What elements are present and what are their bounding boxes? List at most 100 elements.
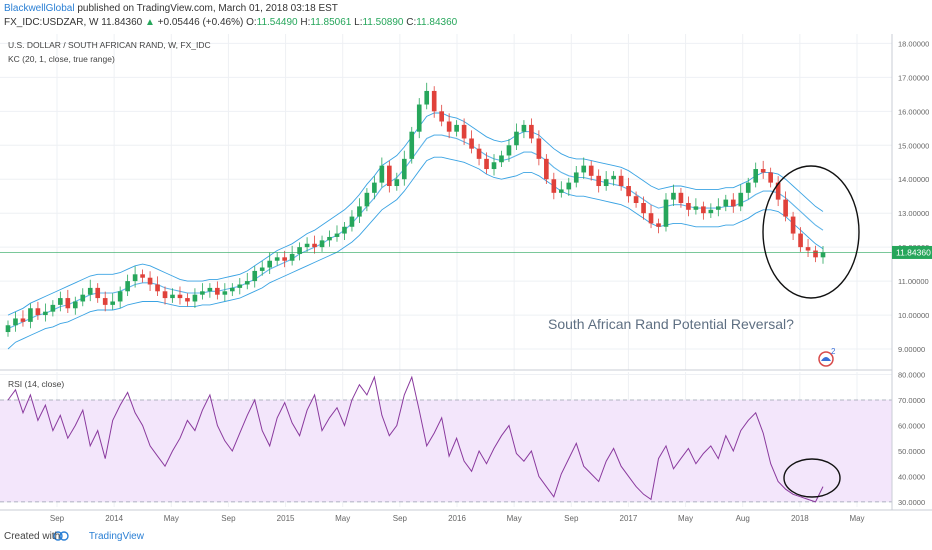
candle-body (379, 165, 385, 183)
ohlc-line: FX_IDC:USDZAR, W 11.84360 ▲ +0.05446 (+0… (4, 17, 457, 28)
candle-body (626, 186, 631, 197)
time-tick-label: May (849, 514, 864, 523)
candle-body (678, 192, 684, 203)
candle-body (439, 111, 444, 122)
symbol-label[interactable]: FX_IDC:USDZAR, W (4, 17, 99, 28)
candle-body (35, 308, 41, 316)
candle-body (820, 252, 826, 258)
candle-body (207, 287, 213, 292)
close-label: C: (406, 17, 417, 28)
high-label: H: (300, 17, 311, 28)
reversal-circle (762, 165, 860, 299)
candle-body (551, 179, 557, 193)
candle-body (790, 216, 796, 234)
candle-body (170, 294, 175, 299)
rsi-bounds (0, 399, 892, 503)
candle-body (259, 267, 265, 271)
candle-body (544, 158, 549, 180)
candle-body (536, 138, 542, 159)
candle-body (162, 291, 168, 299)
time-tick-label: May (164, 514, 179, 523)
candle-body (237, 284, 243, 288)
time-tick-label: Sep (50, 514, 65, 523)
candle-body (416, 104, 422, 132)
candle-body (43, 311, 48, 316)
candle-body (783, 199, 788, 217)
candle-body (656, 223, 661, 227)
change-value: +0.05446 (+0.46%) (157, 17, 244, 28)
price-tick-label: 10.00000 (898, 311, 929, 320)
candle-body (282, 257, 287, 261)
candle-body (244, 281, 250, 285)
candle-body (611, 175, 616, 180)
candles (5, 82, 826, 337)
rsi-tick-label: 60.0000 (898, 421, 925, 430)
price-tick-label: 13.00000 (898, 209, 929, 218)
candle-body (364, 192, 370, 207)
candle-body (215, 287, 220, 295)
candle-body (117, 291, 123, 302)
candle-body (80, 294, 86, 302)
time-tick-label: May (507, 514, 522, 523)
rsi-line (7, 375, 824, 503)
candle-body (177, 294, 183, 299)
time-tick-label: Sep (393, 514, 408, 523)
candle-body (738, 192, 744, 207)
events-icon[interactable]: 2 (818, 347, 836, 367)
price-tick-label: 16.00000 (898, 107, 929, 116)
kc-label[interactable]: KC (20, 1, close, true range) (8, 54, 115, 64)
candle-body (603, 179, 609, 187)
author-link[interactable]: BlackwellGlobal (4, 3, 75, 14)
price-tag-text: 11.84360 (896, 247, 931, 257)
candle-body (274, 257, 280, 261)
candle-body (155, 284, 160, 292)
candle-body (13, 318, 18, 326)
candle-body (50, 304, 56, 312)
candle-body (581, 165, 587, 173)
time-tick-label: Sep (221, 514, 236, 523)
candle-body (125, 281, 130, 292)
events-count: 2 (831, 347, 836, 356)
rsi-tick-label: 30.0000 (898, 498, 925, 507)
time-tick-label: Aug (736, 514, 750, 523)
candle-body (469, 138, 474, 149)
candle-body (289, 253, 295, 261)
close-value: 11.84360 (416, 17, 458, 28)
low-value: 11.50890 (362, 17, 404, 28)
candle-body (573, 172, 579, 183)
created-with-text: Created with (4, 531, 61, 542)
pair-title: U.S. DOLLAR / SOUTH AFRICAN RAND, W, FX_… (8, 40, 211, 50)
open-label: O: (246, 17, 257, 28)
time-tick-label: May (335, 514, 350, 523)
candle-body (65, 298, 71, 309)
candle-body (716, 206, 721, 210)
candle-body (641, 203, 646, 214)
rsi-band (0, 400, 892, 502)
tradingview-brand[interactable]: TradingView (88, 531, 144, 542)
candle-body (768, 172, 773, 183)
candle-body (745, 182, 751, 193)
rsi-label[interactable]: RSI (14, close) (8, 379, 65, 389)
candle-body (693, 206, 699, 210)
candle-body (805, 247, 811, 251)
candle-body (686, 203, 691, 210)
annotation-text: South African Rand Potential Reversal? (548, 316, 794, 332)
rsi-tick-label: 70.0000 (898, 396, 925, 405)
candle-body (267, 260, 273, 268)
candle-body (730, 199, 736, 207)
time-tick-label: May (678, 514, 693, 523)
price-tick-label: 11.00000 (898, 277, 929, 286)
candle-body (72, 301, 78, 309)
candle-body (506, 145, 512, 156)
time-tick-label: Sep (564, 514, 579, 523)
candle-body (401, 158, 407, 180)
candle-body (327, 236, 332, 241)
candle-body (185, 298, 190, 302)
candle-body (297, 247, 302, 254)
candle-body (312, 243, 317, 248)
candle-body (424, 90, 430, 105)
candle-body (618, 175, 624, 187)
time-axis: Sep 2014 May Sep 2015 May Sep 2016 May Sep 2017 May… (50, 514, 865, 523)
candle-body (753, 169, 759, 183)
footer: Created with TradingView (4, 531, 144, 542)
